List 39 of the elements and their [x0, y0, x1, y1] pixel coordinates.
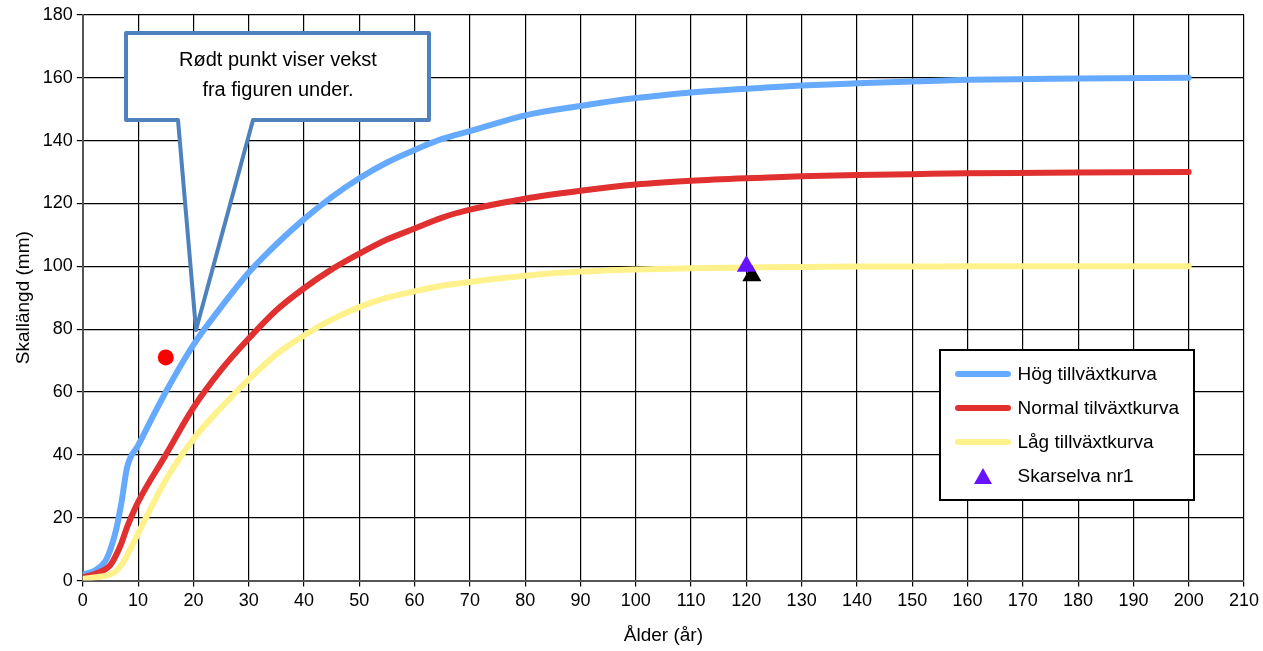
legend-label: Hög tillväxtkurva [1017, 363, 1157, 385]
x-axis-title: Ålder (år) [623, 623, 703, 645]
y-tick-label: 140 [42, 129, 73, 150]
x-tick-label: 90 [570, 590, 591, 611]
x-tick-label: 210 [1228, 590, 1260, 611]
x-tick-label: 150 [897, 590, 928, 611]
x-tick-label: 190 [1118, 590, 1149, 611]
y-tick-label: 80 [52, 318, 73, 339]
x-tick-label: 20 [183, 590, 204, 611]
x-tick-label: 110 [676, 590, 706, 611]
y-tick-label: 160 [42, 66, 73, 87]
y-tick-label: 120 [42, 192, 73, 213]
y-tick-label: 60 [52, 380, 73, 401]
x-tick-label: 80 [515, 590, 536, 611]
x-tick-label: 40 [293, 590, 315, 611]
x-tick-label: 70 [459, 590, 480, 611]
y-axis-title: Skallängd (mm) [11, 231, 33, 365]
annotation: Rødt punkt viser vekst fra figuren under. [178, 47, 378, 102]
x-tick-label: 200 [1173, 590, 1204, 611]
x-tick-label: 140 [841, 590, 872, 611]
x-tick-label: 10 [128, 590, 149, 611]
y-tick-label: 180 [42, 3, 73, 24]
x-tick-label: 60 [404, 590, 425, 611]
x-tick-label: 120 [731, 590, 762, 611]
x-tick-label: 50 [349, 590, 370, 611]
x-tick-label: 30 [238, 590, 259, 611]
y-tick-label: 20 [52, 506, 73, 527]
x-tick-label: 170 [1007, 590, 1038, 611]
y-tick-label: 0 [62, 569, 73, 590]
x-tick-label: 180 [1063, 590, 1094, 611]
y-tick-label: 40 [52, 443, 73, 464]
legend-label: Skarselva nr1 [1017, 465, 1134, 487]
x-tick-label: 160 [952, 590, 983, 611]
y-tick-label: 100 [42, 255, 73, 276]
x-tick-label: 130 [786, 590, 817, 611]
legend-label: Låg tillväxtkurva [1017, 431, 1154, 453]
x-tick-label: 0 [77, 590, 88, 611]
x-tick-label: 100 [620, 590, 651, 611]
legend-label: Normal tilväxtkurva [1017, 397, 1179, 419]
